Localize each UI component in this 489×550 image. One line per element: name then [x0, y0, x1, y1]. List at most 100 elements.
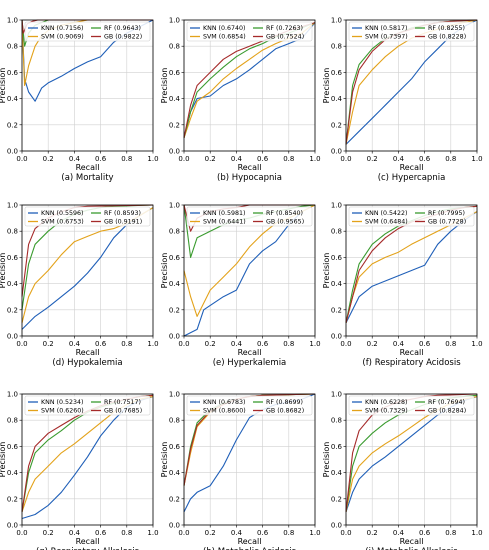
legend-box — [24, 395, 151, 416]
plot-frame — [345, 204, 478, 337]
x-tick-label: 0.8 — [121, 155, 132, 163]
x-tick-label: 0.4 — [69, 529, 81, 537]
x-tick-label: 0.0 — [178, 155, 189, 163]
x-tick-label: 0.2 — [367, 340, 378, 348]
legend-entry-gb: GB (0.8228) — [428, 34, 466, 41]
y-axis-label: Precision — [0, 442, 7, 478]
x-tick-label: 0.4 — [393, 155, 405, 163]
subplot-2: 0.0 0.2 0.4 0.6 0.8 1.0 0.0 0.2 0.4 0.6 0.8 1.0 Reca… — [160, 17, 321, 184]
x-axis-label: Recall — [238, 537, 262, 546]
legend-entry-knn: KNN (0.5422) — [365, 210, 408, 217]
y-axis-label: Precision — [160, 68, 169, 104]
legend-entry-knn: KNN (0.5981) — [203, 210, 246, 217]
legend-entry-rf: RF (0.8593) — [104, 210, 141, 217]
y-tick-label: 1.0 — [7, 202, 18, 210]
plot-frame — [21, 204, 154, 337]
legend: KNN (0.5981) SVM (0.6441) RF (0.8540) GB (0… — [186, 206, 313, 227]
legend-entry-rf: RF (0.7694) — [428, 399, 465, 406]
x-tick-label: 0.4 — [69, 155, 81, 163]
x-axis-label: Recall — [76, 163, 100, 172]
legend-entry-svm: SVM (0.7329) — [365, 408, 408, 415]
y-tick-label: 1.0 — [7, 391, 18, 399]
subplot-caption: (d) Hypokalemia — [52, 358, 122, 368]
legend: KNN (0.7156) SVM (0.9069) RF (0.9643) GB (0… — [24, 21, 151, 42]
y-axis-label: Precision — [160, 442, 169, 478]
x-tick-label: 1.0 — [147, 529, 158, 537]
x-tick-label: 1.0 — [147, 155, 158, 163]
x-tick-label: 0.2 — [205, 340, 216, 348]
plot-frame — [345, 393, 478, 526]
y-tick-label: 0.4 — [169, 280, 181, 288]
legend-entry-knn: KNN (0.6740) — [203, 25, 246, 32]
legend-entry-rf: RF (0.9643) — [104, 25, 141, 32]
legend-entry-gb: GB (0.7524) — [266, 34, 304, 41]
legend-entry-knn: KNN (0.6783) — [203, 399, 246, 406]
pr-curve-knn — [183, 22, 316, 139]
legend-entry-knn: KNN (0.5817) — [365, 25, 408, 32]
x-tick-label: 0.6 — [95, 340, 107, 348]
x-tick-label: 0.8 — [283, 529, 294, 537]
y-tick-label: 0.4 — [331, 469, 343, 477]
x-tick-label: 0.6 — [95, 529, 107, 537]
x-tick-label: 0.0 — [340, 155, 351, 163]
x-tick-label: 0.6 — [257, 155, 269, 163]
y-tick-label: 0.4 — [7, 95, 19, 103]
y-tick-label: 0.2 — [331, 306, 342, 314]
pr-curve-knn — [345, 211, 478, 324]
x-axis-label: Recall — [400, 348, 424, 357]
y-tick-label: 0.2 — [169, 121, 180, 129]
y-axis-label: Precision — [0, 68, 7, 104]
legend-box — [186, 206, 313, 227]
pr-curve-svm — [345, 211, 478, 324]
legend-entry-knn: KNN (0.5234) — [41, 399, 84, 406]
legend-box — [186, 21, 313, 42]
subplot-caption: (b) Hypocapnia — [217, 173, 282, 183]
subplot-caption: (a) Mortality — [61, 173, 113, 183]
legend: KNN (0.6740) SVM (0.6854) RF (0.7263) GB (0… — [186, 21, 313, 42]
y-axis-label: Precision — [0, 253, 7, 289]
y-tick-label: 0.2 — [7, 306, 18, 314]
subplot-caption: (g) Respiratory Alkalosis — [36, 547, 140, 550]
x-tick-label: 0.0 — [16, 529, 27, 537]
legend-entry-svm: SVM (0.9069) — [41, 34, 84, 41]
y-tick-label: 0.6 — [7, 69, 19, 77]
x-axis-label: Recall — [76, 348, 100, 357]
x-tick-label: 1.0 — [471, 529, 482, 537]
x-tick-label: 0.0 — [340, 340, 351, 348]
x-tick-label: 0.0 — [178, 340, 189, 348]
legend-entry-svm: SVM (0.6260) — [41, 408, 84, 415]
legend-entry-svm: SVM (0.6484) — [365, 219, 408, 226]
y-tick-label: 1.0 — [331, 391, 342, 399]
y-tick-label: 0.4 — [169, 469, 181, 477]
x-tick-label: 0.8 — [121, 340, 132, 348]
y-tick-label: 1.0 — [7, 17, 18, 25]
legend-entry-svm: SVM (0.6753) — [41, 219, 84, 226]
legend-entry-rf: RF (0.8699) — [266, 399, 303, 406]
subplot-3: 0.0 0.2 0.4 0.6 0.8 1.0 0.0 0.2 0.4 0.6 0.8 1.0 Reca… — [322, 17, 483, 184]
subplot-4: 0.0 0.2 0.4 0.6 0.8 1.0 0.0 0.2 0.4 0.6 0.8 1.0 Reca… — [0, 202, 159, 369]
x-axis-label: Recall — [238, 348, 262, 357]
subplot-9: 0.0 0.2 0.4 0.6 0.8 1.0 0.0 0.2 0.4 0.6 0.8 1.0 Reca… — [322, 391, 483, 550]
x-tick-label: 0.8 — [445, 155, 456, 163]
y-tick-label: 0.0 — [169, 522, 180, 530]
x-tick-label: 0.8 — [283, 155, 294, 163]
x-tick-label: 1.0 — [309, 340, 320, 348]
x-tick-label: 0.8 — [283, 340, 294, 348]
y-tick-label: 1.0 — [169, 202, 180, 210]
y-tick-label: 0.2 — [7, 121, 18, 129]
y-tick-label: 0.8 — [7, 417, 18, 425]
y-tick-label: 0.0 — [7, 333, 18, 341]
plot-frame — [183, 393, 316, 526]
legend-entry-gb: GB (0.9191) — [104, 219, 142, 226]
legend-box — [24, 21, 151, 42]
x-tick-label: 0.4 — [393, 529, 405, 537]
y-tick-label: 0.8 — [169, 43, 180, 51]
subplot-1: 0.0 0.2 0.4 0.6 0.8 1.0 0.0 0.2 0.4 0.6 0.8 1.0 Reca… — [0, 17, 159, 184]
legend-box — [186, 395, 313, 416]
legend-entry-rf: RF (0.8255) — [428, 25, 465, 32]
y-tick-label: 0.8 — [331, 228, 342, 236]
legend-box — [348, 21, 475, 42]
legend-entry-knn: KNN (0.6228) — [365, 399, 408, 406]
y-tick-label: 0.6 — [169, 254, 181, 262]
legend-entry-svm: SVM (0.6441) — [203, 219, 246, 226]
